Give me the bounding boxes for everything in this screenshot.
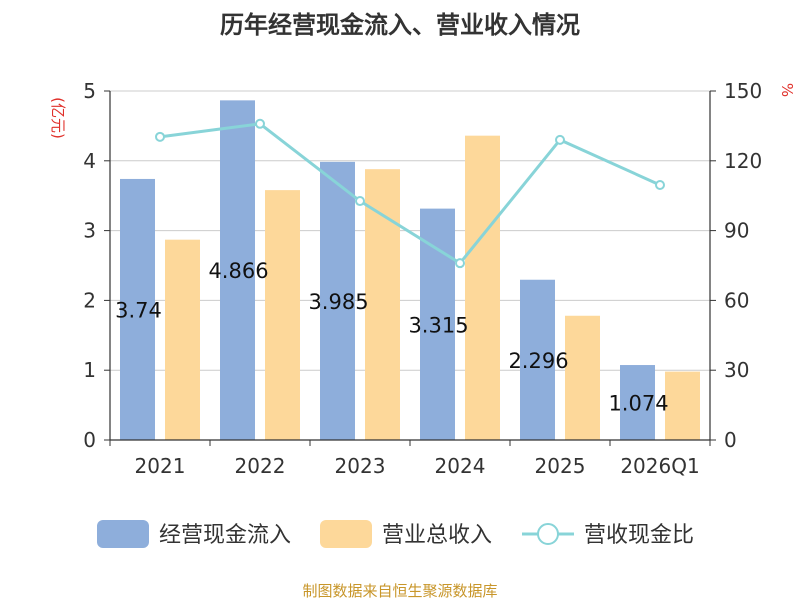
axes: 0 1 2 3 4 5 0 30 60 90 120 150 2021 2022 2023 2024 2025 2… bbox=[83, 79, 762, 478]
right-tick-label: 60 bbox=[724, 288, 749, 312]
bar-cash-inflow bbox=[420, 208, 455, 440]
bar-cash-inflow bbox=[220, 100, 255, 440]
right-tick-label: 150 bbox=[724, 79, 762, 103]
bar-revenue bbox=[265, 190, 300, 440]
legend-item: 营业总收入 bbox=[320, 520, 492, 548]
left-tick-label: 1 bbox=[83, 358, 96, 382]
legend: 经营现金流入 营业总收入 营收现金比 bbox=[97, 520, 694, 548]
ratio-point bbox=[355, 196, 365, 207]
ratio-line bbox=[155, 118, 665, 269]
ratio-line-path bbox=[159, 122, 661, 266]
bar-revenue bbox=[465, 135, 500, 440]
legend-swatch bbox=[320, 520, 372, 548]
x-tick-label: 2021 bbox=[135, 454, 186, 478]
bar-cash-inflow bbox=[120, 178, 155, 440]
legend-swatch bbox=[97, 520, 149, 548]
ratio-point bbox=[155, 131, 165, 142]
bar-revenue bbox=[165, 239, 200, 440]
left-tick-label: 4 bbox=[83, 149, 96, 173]
ratio-point bbox=[555, 134, 565, 145]
legend-label: 经营现金流入 bbox=[159, 523, 291, 548]
source-note: 制图数据来自恒生聚源数据库 bbox=[302, 582, 497, 600]
x-tick-label: 2023 bbox=[335, 454, 386, 478]
x-tick-label: 2025 bbox=[535, 454, 586, 478]
x-tick-label: 2024 bbox=[435, 454, 486, 478]
right-tick-label: 0 bbox=[724, 428, 737, 452]
bar-revenue bbox=[665, 371, 700, 440]
bars bbox=[120, 100, 700, 441]
bar-revenue bbox=[565, 315, 600, 440]
left-tick-label: 2 bbox=[83, 288, 96, 312]
left-tick-label: 5 bbox=[83, 79, 96, 103]
right-axis-unit: % bbox=[778, 83, 796, 97]
legend-label: 营收现金比 bbox=[584, 523, 694, 548]
bar-data-label: 3.315 bbox=[408, 313, 468, 337]
bar-data-label: 2.296 bbox=[508, 349, 568, 373]
legend-label: 营业总收入 bbox=[382, 523, 492, 548]
left-axis-unit: (亿元) bbox=[49, 97, 67, 139]
bar-data-label: 4.866 bbox=[208, 259, 268, 283]
bar-data-label: 1.074 bbox=[608, 392, 668, 416]
right-tick-label: 120 bbox=[724, 149, 762, 173]
bar-cash-inflow bbox=[520, 279, 555, 440]
x-tick-label: 2022 bbox=[235, 454, 286, 478]
bar-revenue bbox=[365, 169, 400, 440]
bar-cash-inflow bbox=[320, 161, 355, 441]
ratio-point bbox=[255, 118, 265, 129]
right-tick-label: 30 bbox=[724, 358, 749, 382]
chart-title: 历年经营现金流入、营业收入情况 bbox=[220, 11, 580, 39]
x-tick-label: 2026Q1 bbox=[620, 454, 699, 478]
left-tick-label: 3 bbox=[83, 219, 96, 243]
ratio-point bbox=[455, 258, 465, 269]
left-tick-label: 0 bbox=[83, 428, 96, 452]
legend-item: 营收现金比 bbox=[522, 523, 694, 548]
bar-data-label: 3.985 bbox=[308, 290, 368, 314]
data-labels: 3.74 4.866 3.985 3.315 2.296 1.074 bbox=[115, 259, 668, 415]
bar-data-label: 3.74 bbox=[115, 298, 162, 322]
legend-item: 经营现金流入 bbox=[97, 520, 291, 548]
ratio-point bbox=[655, 179, 665, 190]
bar-cash-inflow bbox=[620, 365, 655, 440]
legend-marker bbox=[537, 523, 559, 545]
right-tick-label: 90 bbox=[724, 219, 749, 243]
